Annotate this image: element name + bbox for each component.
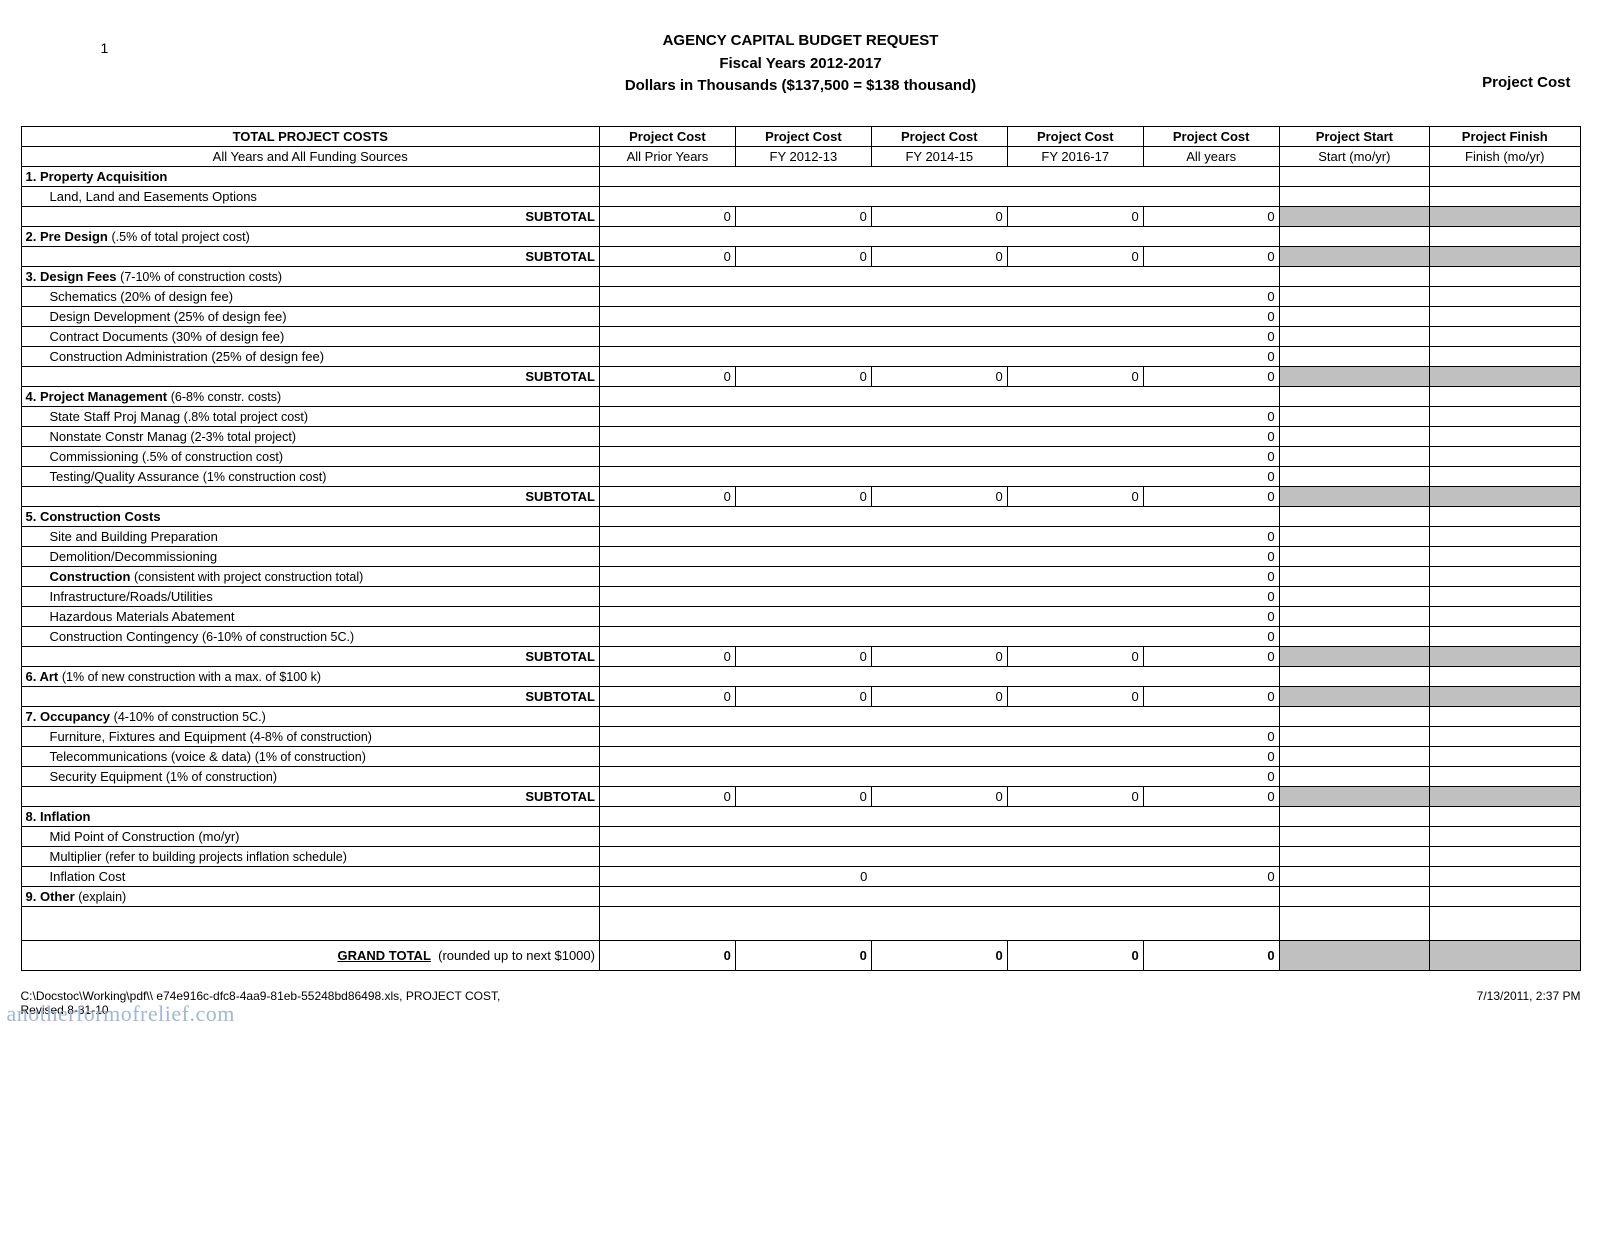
- subtotal-row: SUBTOTAL00000: [21, 786, 1580, 806]
- col-c5b: All years: [1143, 146, 1279, 166]
- section-header: 5. Construction Costs: [21, 506, 1580, 526]
- line-item: Security Equipment (1% of construction)0: [21, 766, 1580, 786]
- col-c3a: Project Cost: [871, 126, 1007, 146]
- col-c7b: Finish (mo/yr): [1430, 146, 1580, 166]
- col-c4a: Project Cost: [1007, 126, 1143, 146]
- subtotal-row: SUBTOTAL00000: [21, 686, 1580, 706]
- header-line2: Fiscal Years 2012-2017: [21, 53, 1581, 76]
- line-item: Construction (consistent with project co…: [21, 566, 1580, 586]
- line-item: Land, Land and Easements Options: [21, 186, 1580, 206]
- col-c7a: Project Finish: [1430, 126, 1580, 146]
- section-header: 7. Occupancy (4-10% of construction 5C.): [21, 706, 1580, 726]
- section-header: 4. Project Management (6-8% constr. cost…: [21, 386, 1580, 406]
- line-item: Design Development (25% of design fee)0: [21, 306, 1580, 326]
- section-header: 1. Property Acquisition: [21, 166, 1580, 186]
- col-main-title: TOTAL PROJECT COSTS: [21, 126, 599, 146]
- line-item: Infrastructure/Roads/Utilities0: [21, 586, 1580, 606]
- col-c4b: FY 2016-17: [1007, 146, 1143, 166]
- col-c6a: Project Start: [1279, 126, 1429, 146]
- page-number: 1: [101, 40, 109, 56]
- line-item: Site and Building Preparation0: [21, 526, 1580, 546]
- line-item: Mid Point of Construction (mo/yr): [21, 826, 1580, 846]
- col-c5a: Project Cost: [1143, 126, 1279, 146]
- section-header: 2. Pre Design (.5% of total project cost…: [21, 226, 1580, 246]
- subtotal-row: SUBTOTAL00000: [21, 206, 1580, 226]
- line-item: Demolition/Decommissioning0: [21, 546, 1580, 566]
- section-header: 3. Design Fees (7-10% of construction co…: [21, 266, 1580, 286]
- header-line1: AGENCY CAPITAL BUDGET REQUEST: [21, 30, 1581, 53]
- col-c1a: Project Cost: [599, 126, 735, 146]
- subtotal-row: SUBTOTAL00000: [21, 246, 1580, 266]
- subtotal-row: SUBTOTAL00000: [21, 366, 1580, 386]
- col-c6b: Start (mo/yr): [1279, 146, 1429, 166]
- line-item: Commissioning (.5% of construction cost)…: [21, 446, 1580, 466]
- col-c3b: FY 2014-15: [871, 146, 1007, 166]
- budget-table: TOTAL PROJECT COSTS Project Cost Project…: [21, 126, 1581, 971]
- subtotal-row: SUBTOTAL00000: [21, 486, 1580, 506]
- line-item: State Staff Proj Manag (.8% total projec…: [21, 406, 1580, 426]
- section-header: 6. Art (1% of new construction with a ma…: [21, 666, 1580, 686]
- page-footer: C:\Docstoc\Working\pdf\\ e74e916c-dfc8-4…: [21, 989, 1581, 1017]
- line-item: Telecommunications (voice & data) (1% of…: [21, 746, 1580, 766]
- col-main-sub: All Years and All Funding Sources: [21, 146, 599, 166]
- col-c1b: All Prior Years: [599, 146, 735, 166]
- header-row-1: TOTAL PROJECT COSTS Project Cost Project…: [21, 126, 1580, 146]
- header-line3: Dollars in Thousands ($137,500 = $138 th…: [21, 75, 1581, 98]
- line-item: Contract Documents (30% of design fee)0: [21, 326, 1580, 346]
- line-item: Furniture, Fixtures and Equipment (4-8% …: [21, 726, 1580, 746]
- line-item: Hazardous Materials Abatement0: [21, 606, 1580, 626]
- col-c2b: FY 2012-13: [735, 146, 871, 166]
- line-item: Inflation Cost00: [21, 866, 1580, 886]
- line-item: Testing/Quality Assurance (1% constructi…: [21, 466, 1580, 486]
- col-c2a: Project Cost: [735, 126, 871, 146]
- line-item: Construction Contingency (6-10% of const…: [21, 626, 1580, 646]
- footer-datetime: 7/13/2011, 2:37 PM: [1477, 989, 1581, 1017]
- report-header: AGENCY CAPITAL BUDGET REQUEST Fiscal Yea…: [21, 30, 1581, 98]
- line-item: Nonstate Constr Manag (2-3% total projec…: [21, 426, 1580, 446]
- section-header: 9. Other (explain): [21, 886, 1580, 906]
- header-row-2: All Years and All Funding Sources All Pr…: [21, 146, 1580, 166]
- blank-row: [21, 906, 1580, 940]
- line-item: Multiplier (refer to building projects i…: [21, 846, 1580, 866]
- line-item: Schematics (20% of design fee)0: [21, 286, 1580, 306]
- subtotal-row: SUBTOTAL00000: [21, 646, 1580, 666]
- top-right-label: Project Cost: [1482, 74, 1570, 91]
- section-header: 8. Inflation: [21, 806, 1580, 826]
- line-item: Construction Administration (25% of desi…: [21, 346, 1580, 366]
- grand-total-row: GRAND TOTAL (rounded up to next $1000)00…: [21, 940, 1580, 970]
- watermark: anotherformofrelief.com: [7, 1001, 235, 1027]
